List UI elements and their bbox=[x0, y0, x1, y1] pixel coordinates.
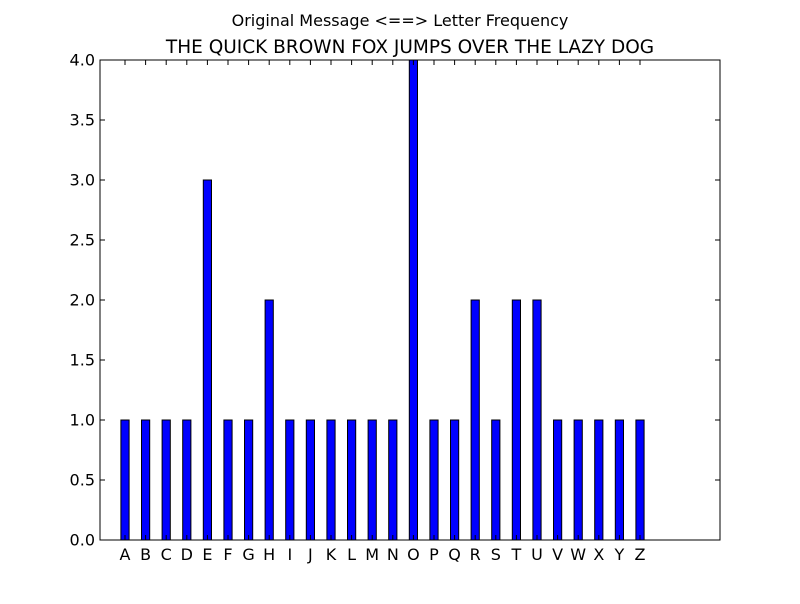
x-tick-label-u: U bbox=[531, 545, 543, 564]
y-tick-label: 1.0 bbox=[70, 411, 95, 430]
bar-f bbox=[223, 419, 233, 541]
bar-t bbox=[511, 299, 521, 541]
x-tick-label-n: N bbox=[387, 545, 399, 564]
x-tick-label-i: I bbox=[287, 545, 292, 564]
bar-o bbox=[408, 59, 418, 541]
bar-d bbox=[182, 419, 192, 541]
bar-m bbox=[367, 419, 377, 541]
bar-g bbox=[244, 419, 254, 541]
bar-w bbox=[573, 419, 583, 541]
x-tick-label-k: K bbox=[326, 545, 337, 564]
y-tick-label: 2.0 bbox=[70, 291, 95, 310]
x-tick-label-b: B bbox=[140, 545, 151, 564]
y-tick-label: 3.5 bbox=[70, 111, 95, 130]
x-tick-label-x: X bbox=[593, 545, 604, 564]
x-tick-label-m: M bbox=[365, 545, 379, 564]
bar-y bbox=[614, 419, 624, 541]
x-tick-label-s: S bbox=[491, 545, 501, 564]
x-tick-label-r: R bbox=[470, 545, 481, 564]
x-tick-label-v: V bbox=[552, 545, 563, 564]
bar-s bbox=[491, 419, 501, 541]
bar-c bbox=[161, 419, 171, 541]
chart-title: THE QUICK BROWN FOX JUMPS OVER THE LAZY … bbox=[165, 37, 654, 58]
bar-k bbox=[326, 419, 336, 541]
x-tick-label-g: G bbox=[242, 545, 254, 564]
y-tick-labels: 0.0 0.5 1.0 1.5 2.0 2.5 3.0 3.5 4.0 bbox=[70, 51, 95, 550]
x-tick-label-f: F bbox=[223, 545, 232, 564]
x-tick-label-d: D bbox=[181, 545, 193, 564]
x-tick-label-j: J bbox=[307, 545, 313, 564]
x-tick-label-q: Q bbox=[448, 545, 461, 564]
bar-p bbox=[429, 419, 439, 541]
y-tick-label: 4.0 bbox=[70, 51, 95, 70]
bars-layer bbox=[120, 59, 645, 541]
bar-v bbox=[553, 419, 563, 541]
x-tick-label-t: T bbox=[511, 545, 522, 564]
y-tick-label: 0.0 bbox=[70, 531, 95, 550]
x-tick-label-c: C bbox=[161, 545, 172, 564]
x-tick-label-y: Y bbox=[614, 545, 625, 564]
bar-h bbox=[264, 299, 274, 541]
bar-u bbox=[532, 299, 542, 541]
bar-b bbox=[141, 419, 151, 541]
x-tick-label-h: H bbox=[263, 545, 275, 564]
bar-e bbox=[202, 179, 213, 541]
y-tick-label: 2.5 bbox=[70, 231, 95, 250]
x-tick-label-o: O bbox=[407, 545, 420, 564]
bar-l bbox=[347, 419, 357, 541]
bar-a bbox=[120, 419, 130, 541]
bar-q bbox=[450, 419, 460, 541]
bar-i bbox=[285, 419, 295, 541]
x-tick-label-a: A bbox=[120, 545, 131, 564]
x-tick-label-w: W bbox=[570, 545, 586, 564]
bar-n bbox=[388, 419, 398, 541]
y-tick-label: 3.0 bbox=[70, 171, 95, 190]
bar-r bbox=[470, 299, 480, 541]
bar-z bbox=[635, 419, 645, 541]
figure-suptitle: Original Message <==> Letter Frequency bbox=[232, 11, 569, 30]
bar-j bbox=[305, 419, 315, 541]
y-tick-label: 1.5 bbox=[70, 351, 95, 370]
x-tick-label-p: P bbox=[429, 545, 439, 564]
x-tick-label-z: Z bbox=[635, 545, 646, 564]
ticks-layer bbox=[100, 59, 720, 541]
x-tick-label-l: L bbox=[347, 545, 356, 564]
bar-x bbox=[594, 419, 604, 541]
y-tick-label: 0.5 bbox=[70, 471, 95, 490]
x-tick-label-e: E bbox=[202, 545, 212, 564]
